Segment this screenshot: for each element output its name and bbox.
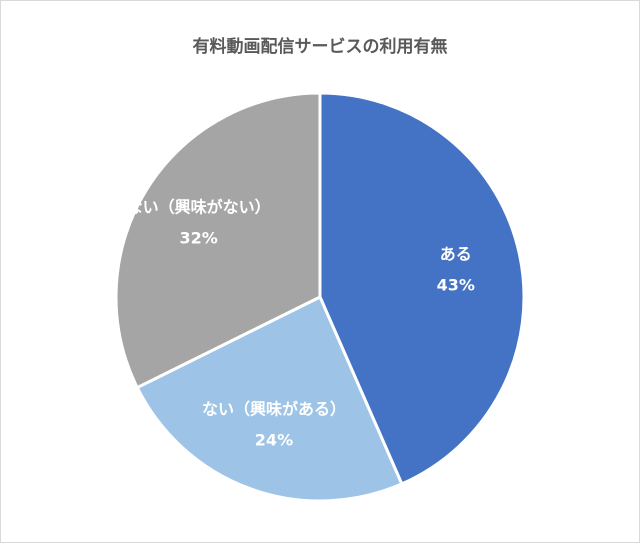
slice-percent-label: 32% xyxy=(180,229,218,248)
pie-slice-0 xyxy=(318,91,526,486)
pie-slice-1 xyxy=(135,295,404,503)
slice-percent-label: 24% xyxy=(255,431,293,450)
slice-category-label: ない（興味がある） xyxy=(202,400,346,419)
slice-percent-label: 43% xyxy=(437,276,475,295)
chart-title: 有料動画配信サービスの利用有無 xyxy=(192,37,448,57)
pie-slice-2 xyxy=(114,91,322,390)
slice-category-label: ある xyxy=(440,245,472,264)
slice-category-label: ない（興味がない） xyxy=(127,198,271,217)
